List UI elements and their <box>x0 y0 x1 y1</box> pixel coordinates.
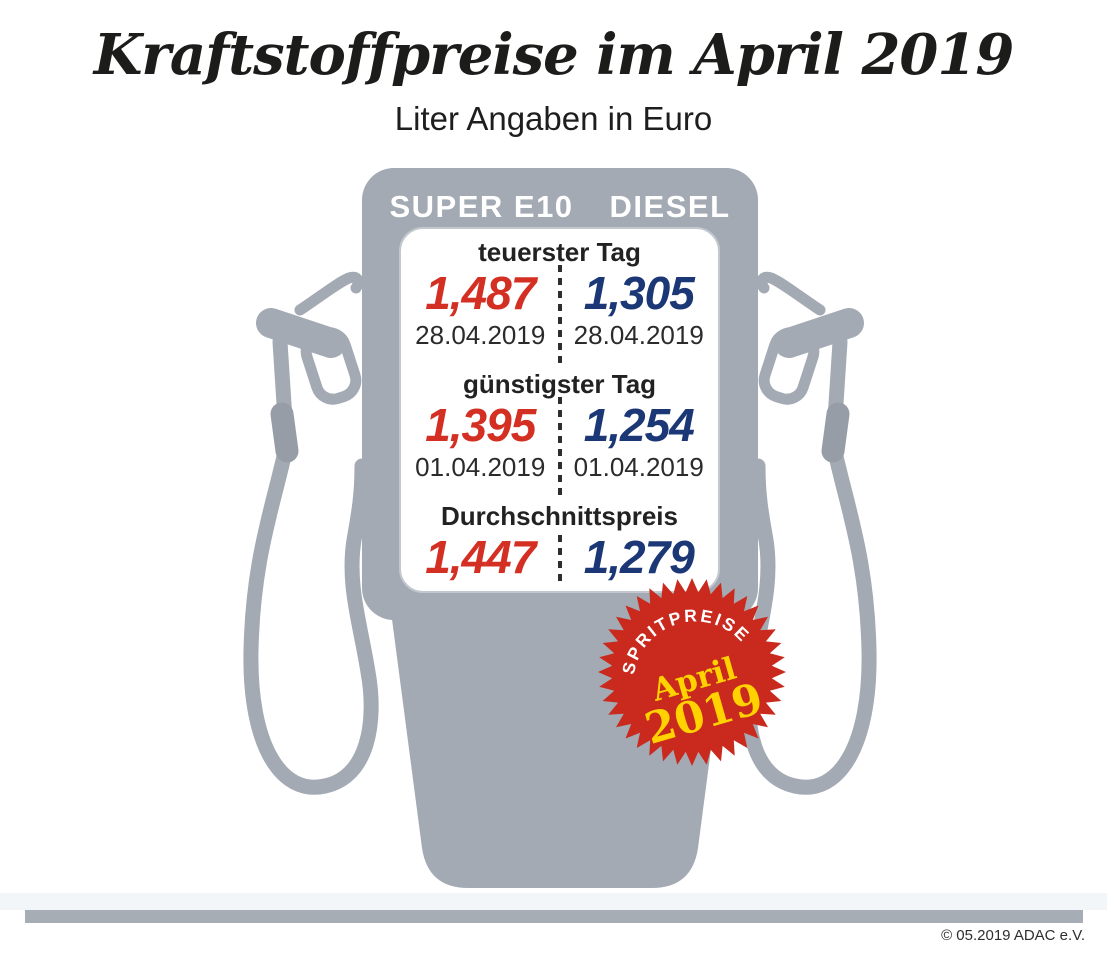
section-label-most-expensive: teuerster Tag <box>478 237 641 267</box>
badge-star-shape <box>598 578 786 766</box>
fuel-nozzle-icon <box>243 271 379 795</box>
date-row: 01.04.2019 01.04.2019 <box>401 451 718 483</box>
page-title: Kraftstoffpreise im April 2019 <box>93 22 1015 88</box>
dashed-divider <box>557 397 562 497</box>
price-e10-most-expensive: 1,487 <box>425 267 536 319</box>
date-diesel-most-expensive: 28.04.2019 <box>573 320 704 350</box>
price-e10-cheapest: 1,395 <box>425 399 536 451</box>
section-label-average: Durchschnittspreis <box>441 501 678 531</box>
column-header-diesel: DIESEL <box>609 189 731 224</box>
page-subtitle: Liter Angaben in Euro <box>394 100 713 137</box>
section-label-cheapest: günstigster Tag <box>462 369 657 399</box>
date-e10-most-expensive: 28.04.2019 <box>415 320 546 350</box>
price-row: 1,395 1,254 <box>401 399 718 451</box>
date-diesel-cheapest: 01.04.2019 <box>573 452 704 482</box>
price-row: 1,487 1,305 <box>401 267 718 319</box>
price-e10-average: 1,447 <box>425 531 536 583</box>
copyright-text: © 05.2019 ADAC e.V. <box>941 927 1085 944</box>
date-row: 28.04.2019 28.04.2019 <box>401 319 718 351</box>
price-diesel-cheapest: 1,254 <box>583 399 695 451</box>
footer-pale-strip <box>0 893 1107 910</box>
price-row: 1,447 1,279 <box>401 531 718 583</box>
footer-bar <box>25 910 1083 923</box>
column-header-super-e10: SUPER E10 <box>389 189 574 224</box>
price-panel: teuerster Tag 1,487 1,305 28.04.2019 28.… <box>399 227 720 593</box>
price-diesel-average: 1,279 <box>583 531 695 583</box>
pump-column-headers: SUPER E10 DIESEL <box>362 189 758 225</box>
dashed-divider <box>557 535 562 587</box>
date-e10-cheapest: 01.04.2019 <box>415 452 546 482</box>
dashed-divider <box>557 265 562 365</box>
price-diesel-most-expensive: 1,305 <box>583 267 695 319</box>
starburst-badge-icon: SPRITPREISE April 2019 <box>598 578 786 766</box>
